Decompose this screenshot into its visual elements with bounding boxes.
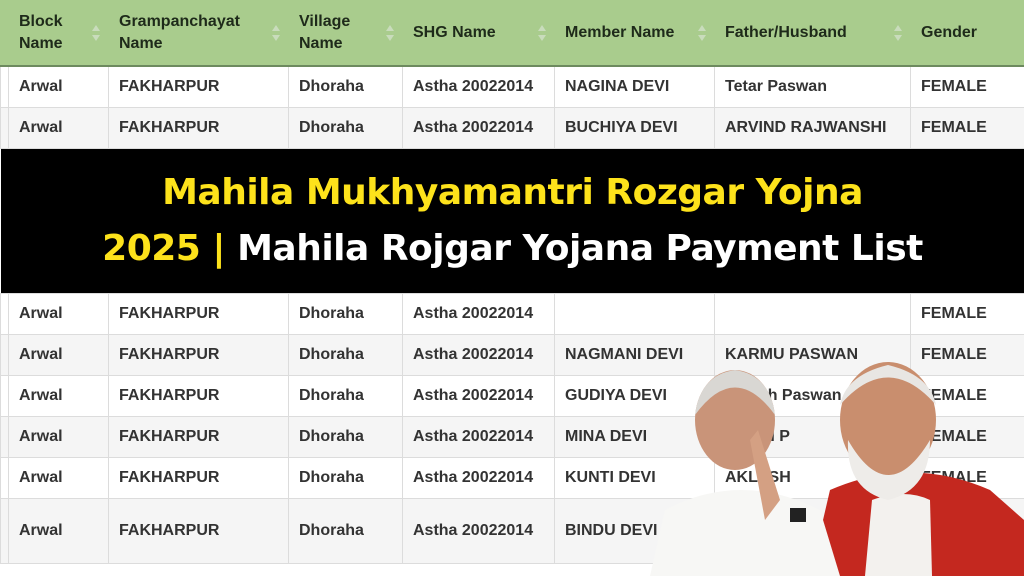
table-cell: Astha 20022014: [402, 498, 555, 564]
table-cell: [714, 293, 911, 335]
table-cell: Arwal: [8, 416, 109, 458]
column-header[interactable]: Grampanchayat Name: [108, 0, 289, 67]
table-cell: [0, 498, 9, 564]
table-cell: FAKHARPUR: [108, 375, 289, 417]
table-cell: Arwal: [8, 107, 109, 149]
table-cell: Dhoraha: [288, 416, 403, 458]
table-cell: Arwal: [8, 293, 109, 335]
table-row: Arwal FAKHARPUR Dhoraha Astha 20022014 FEMAL…: [0, 293, 1024, 335]
person-right-image: [810, 362, 1024, 576]
table-cell: MINA DEVI: [554, 416, 715, 458]
title-banner: Mahila Mukhyamantri Rozgar Yojna 2025 | …: [0, 148, 1024, 294]
column-header-label: Gender: [921, 24, 978, 41]
beneficiary-table: Block Name Grampanchayat Name Village Name…: [0, 0, 1024, 564]
table-cell: Dhoraha: [288, 498, 403, 564]
column-header[interactable]: SHG Name: [402, 0, 555, 67]
table-cell: Arwal: [8, 334, 109, 376]
column-header-label: Block Name: [19, 13, 63, 52]
sort-icon[interactable]: [538, 25, 546, 41]
banner-year: 2025 |: [102, 228, 226, 269]
table-cell: Tetar Paswan: [714, 65, 911, 108]
column-header[interactable]: Block Name: [8, 0, 109, 67]
table-cell: FAKHARPUR: [108, 498, 289, 564]
table-cell: Astha 20022014: [402, 293, 555, 335]
table-cell: Arwal: [8, 65, 109, 108]
table-cell: Arwal: [8, 498, 109, 564]
table-cell: Dhoraha: [288, 65, 403, 108]
table-cell: FAKHARPUR: [108, 457, 289, 499]
table-cell: [0, 457, 9, 499]
column-header-label: Member Name: [565, 24, 675, 41]
table-row: Arwal FAKHARPUR Dhoraha Astha 20022014 BUCHI…: [0, 107, 1024, 149]
table-cell: FAKHARPUR: [108, 416, 289, 458]
table-cell: [0, 334, 9, 376]
table-cell: [0, 107, 9, 149]
banner-row: Mahila Mukhyamantri Rozgar Yojna 2025 | …: [0, 148, 1024, 294]
column-header[interactable]: Father/Husband: [714, 0, 911, 67]
table-row: Arwal FAKHARPUR Dhoraha Astha 20022014 NAGMA…: [0, 334, 1024, 376]
table-cell: Dhoraha: [288, 375, 403, 417]
column-header-label: Father/Husband: [725, 24, 847, 41]
table-cell: [0, 375, 9, 417]
table-cell: FEMALE: [910, 107, 1024, 149]
table-cell: Astha 20022014: [402, 334, 555, 376]
table-cell: Dhoraha: [288, 107, 403, 149]
table-cell: Dhoraha: [288, 293, 403, 335]
table-cell: [0, 65, 9, 108]
sort-icon[interactable]: [894, 25, 902, 41]
table-cell: FEMALE: [910, 65, 1024, 108]
table-cell: Astha 20022014: [402, 457, 555, 499]
table-cell: NAGMANI DEVI: [554, 334, 715, 376]
table-cell: FEMALE: [910, 334, 1024, 376]
sort-icon[interactable]: [386, 25, 394, 41]
table-row: Arwal FAKHARPUR Dhoraha Astha 20022014 NAGIN…: [0, 65, 1024, 108]
column-header-label: Grampanchayat Name: [119, 13, 240, 52]
column-header[interactable]: Gender: [910, 0, 1024, 67]
sort-icon[interactable]: [92, 25, 100, 41]
table-cell: Astha 20022014: [402, 375, 555, 417]
table-cell: GUDIYA DEVI: [554, 375, 715, 417]
table-cell: BUCHIYA DEVI: [554, 107, 715, 149]
column-header-label: SHG Name: [413, 24, 496, 41]
table-cell: [0, 416, 9, 458]
column-header[interactable]: Village Name: [288, 0, 403, 67]
table-cell: Arwal: [8, 457, 109, 499]
table-cell: [0, 293, 9, 335]
person-left-image: [650, 370, 840, 576]
table-cell: FAKHARPUR: [108, 334, 289, 376]
column-header-label: Village Name: [299, 13, 351, 52]
column-header[interactable]: [0, 0, 9, 67]
table-cell: FAKHARPUR: [108, 107, 289, 149]
banner-title-line2: 2025 | Mahila Rojgar Yojana Payment List: [1, 221, 1024, 277]
sort-icon[interactable]: [698, 25, 706, 41]
table-cell: FEMALE: [910, 293, 1024, 335]
table-cell: FAKHARPUR: [108, 65, 289, 108]
table-cell: FAKHARPUR: [108, 293, 289, 335]
table-cell: ARVIND RAJWANSHI: [714, 107, 911, 149]
table-cell: Dhoraha: [288, 457, 403, 499]
column-header[interactable]: Member Name: [554, 0, 715, 67]
table-cell: Astha 20022014: [402, 107, 555, 149]
banner-subtitle: Mahila Rojgar Yojana Payment List: [225, 228, 923, 269]
sort-icon[interactable]: [272, 25, 280, 41]
table-cell: Astha 20022014: [402, 416, 555, 458]
table-cell: Astha 20022014: [402, 65, 555, 108]
leaders-photo: [650, 362, 1024, 576]
table-cell: NAGINA DEVI: [554, 65, 715, 108]
table-cell: [554, 293, 715, 335]
banner-title-line1: Mahila Mukhyamantri Rozgar Yojna: [162, 172, 863, 213]
table-cell: Arwal: [8, 375, 109, 417]
table-cell: Dhoraha: [288, 334, 403, 376]
